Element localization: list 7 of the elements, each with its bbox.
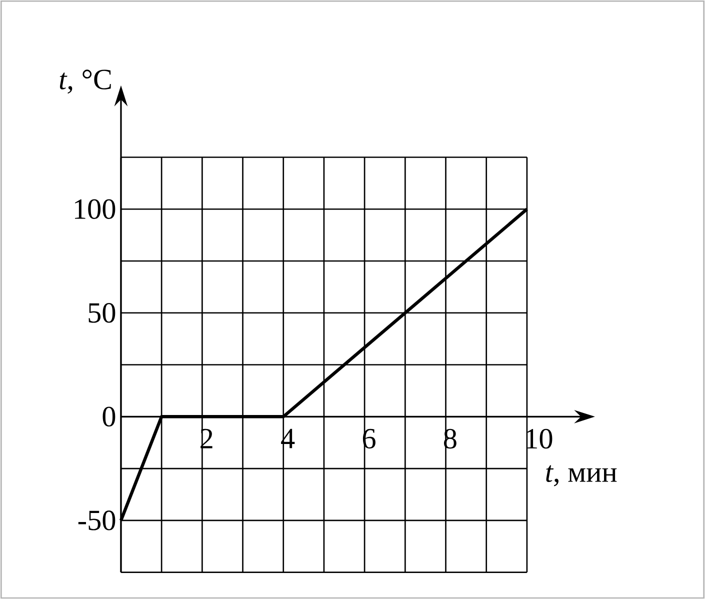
x-axis-title: t, мин (546, 465, 617, 486)
y-tick-label: 50 (88, 302, 116, 323)
y-tick-label: 0 (102, 406, 116, 426)
x-tick-label: 10 (526, 428, 552, 449)
y-axis-title: t, °C (60, 70, 111, 94)
y-tick-label: -50 (78, 510, 116, 530)
y-tick-label: 100 (75, 199, 116, 219)
